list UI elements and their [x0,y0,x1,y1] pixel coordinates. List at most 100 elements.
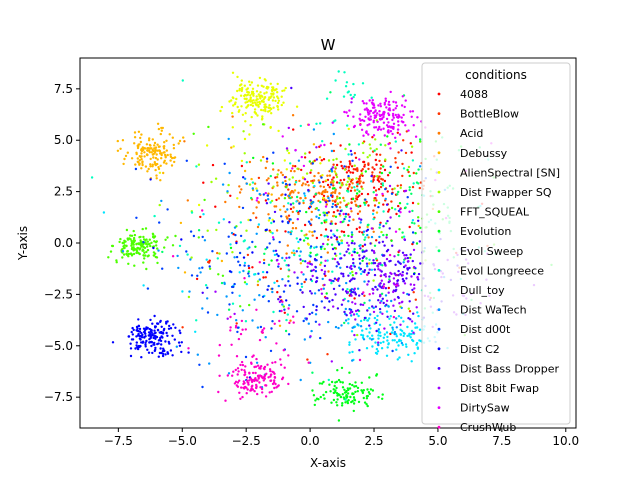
data-point [146,243,150,246]
data-point [405,345,408,348]
data-point [362,230,366,233]
data-point [334,172,338,175]
data-point [180,238,183,241]
data-point [176,254,179,258]
data-point [137,130,141,133]
data-point [211,250,214,253]
data-point [260,99,264,103]
data-point [320,300,323,303]
data-point [373,197,376,200]
data-point [397,204,400,208]
data-point [289,169,293,173]
data-point [365,102,368,105]
data-point [370,262,373,265]
data-point [297,212,300,216]
data-point [387,142,390,146]
data-point [205,144,209,147]
data-point [245,229,248,232]
data-point [417,219,420,222]
data-point [358,177,361,180]
data-point [158,203,161,207]
data-point [140,341,143,344]
data-point [123,157,126,161]
data-point [325,97,329,100]
data-point [395,288,398,291]
data-point [273,379,276,382]
data-point [329,194,333,197]
data-point [360,381,363,384]
data-point [264,166,267,170]
data-point [353,186,356,189]
data-point [373,268,376,271]
data-point [201,235,204,239]
data-point [272,92,275,95]
data-point [344,147,347,151]
data-point [297,159,301,162]
legend-label: Dist Fwapper SQ [460,186,552,199]
data-point [328,186,331,189]
data-point [395,341,399,344]
data-point [164,340,167,343]
legend-marker [437,112,441,115]
data-point [204,284,208,287]
data-point [350,314,353,317]
data-point [262,276,265,279]
data-point [240,368,243,371]
data-point [143,151,146,154]
data-point [172,147,176,150]
data-point [401,274,404,277]
data-point [282,290,286,293]
data-point [280,103,283,107]
data-point [285,299,288,302]
data-point [256,280,260,283]
data-point [351,274,354,277]
data-point [353,189,357,192]
data-point [160,343,163,346]
data-point [134,347,137,350]
data-point [331,270,334,273]
data-point [314,270,318,273]
data-point [324,205,328,208]
data-point [129,238,132,241]
data-point [145,267,148,271]
data-point [413,287,416,290]
data-point [402,120,405,124]
data-point [198,363,201,366]
data-point [171,244,175,247]
data-point [291,210,294,214]
data-point [320,268,323,272]
data-point [231,302,235,305]
data-point [259,97,262,100]
data-point [349,266,352,269]
data-point [195,319,198,322]
data-point [145,238,148,241]
data-point [378,159,381,163]
data-point [415,306,418,309]
data-point [371,305,374,308]
data-point [189,258,192,261]
data-point [166,208,169,211]
data-point [243,97,246,100]
data-point [136,347,140,351]
data-point [356,212,360,215]
data-point [363,238,366,241]
data-point [356,251,359,255]
data-point [141,227,144,231]
data-point [256,98,259,101]
data-point [343,388,346,391]
data-point [358,230,361,233]
data-point [375,147,378,151]
data-point [250,115,253,119]
data-point [166,153,169,157]
data-point [379,334,382,338]
data-point [299,262,303,265]
data-point [290,86,293,90]
legend-marker [437,367,441,370]
data-point [397,269,400,273]
data-point [411,338,414,342]
data-point [300,271,303,274]
data-point [378,180,381,183]
data-point [285,186,288,189]
data-point [340,272,343,275]
data-point [175,345,178,348]
